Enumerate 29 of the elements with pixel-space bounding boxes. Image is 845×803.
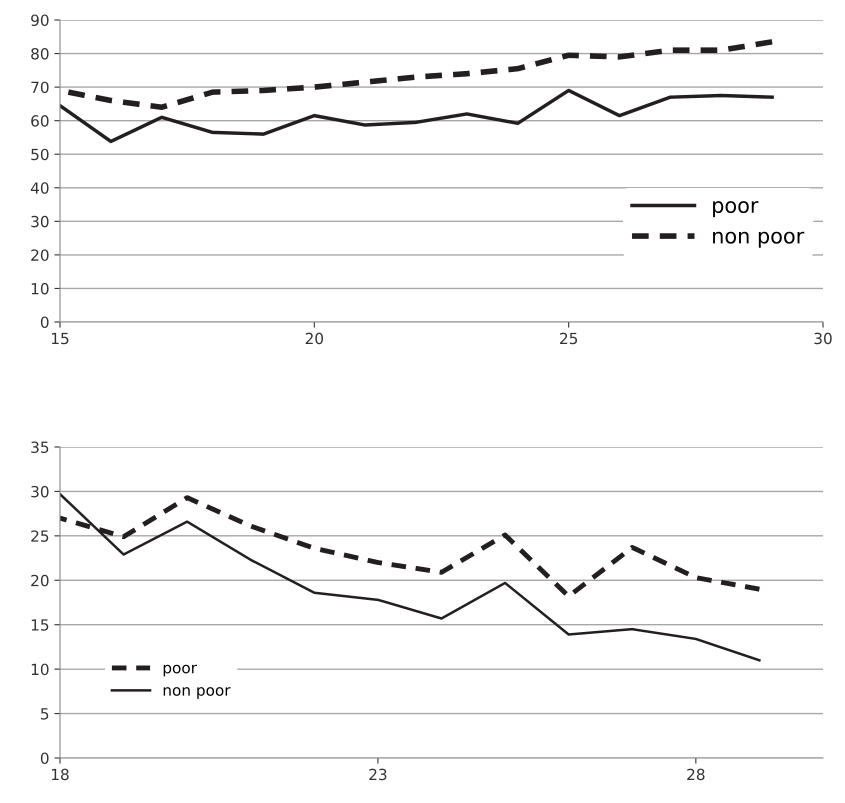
legend-label: poor (164, 664, 197, 676)
x-tick-label: 18 (52, 768, 69, 780)
y-tick-label: 35 (31, 441, 48, 454)
y-tick-label: 20 (31, 574, 49, 586)
y-tick-label: 10 (32, 282, 49, 294)
x-tick-label: 15 (52, 332, 68, 344)
y-tick-label: 90 (31, 14, 49, 26)
y-tick-label: 0 (40, 316, 49, 328)
y-tick-label: 20 (31, 249, 49, 261)
y-tick-label: 0 (40, 752, 49, 764)
y-tick-label: 40 (30, 182, 49, 194)
legend-label: poor (713, 201, 758, 218)
y-tick-label: 10 (32, 664, 49, 676)
y-tick-label: 30 (31, 486, 49, 498)
y-tick-label: 80 (31, 48, 49, 60)
x-tick-label: 30 (814, 332, 832, 344)
x-tick-label: 25 (560, 332, 578, 344)
legend-label: non poor (713, 232, 804, 248)
y-tick-label: 15 (32, 619, 48, 631)
legend-label: non poor (164, 687, 231, 699)
x-tick-label: 23 (369, 768, 386, 780)
y-tick-label: 25 (31, 530, 48, 542)
y-tick-label: 60 (31, 115, 49, 127)
y-tick-label: 5 (41, 708, 48, 720)
y-tick-label: 30 (31, 216, 49, 228)
x-tick-label: 28 (687, 768, 705, 780)
x-tick-label: 20 (306, 332, 324, 344)
y-tick-label: 50 (31, 148, 49, 160)
y-tick-label: 70 (31, 82, 49, 94)
